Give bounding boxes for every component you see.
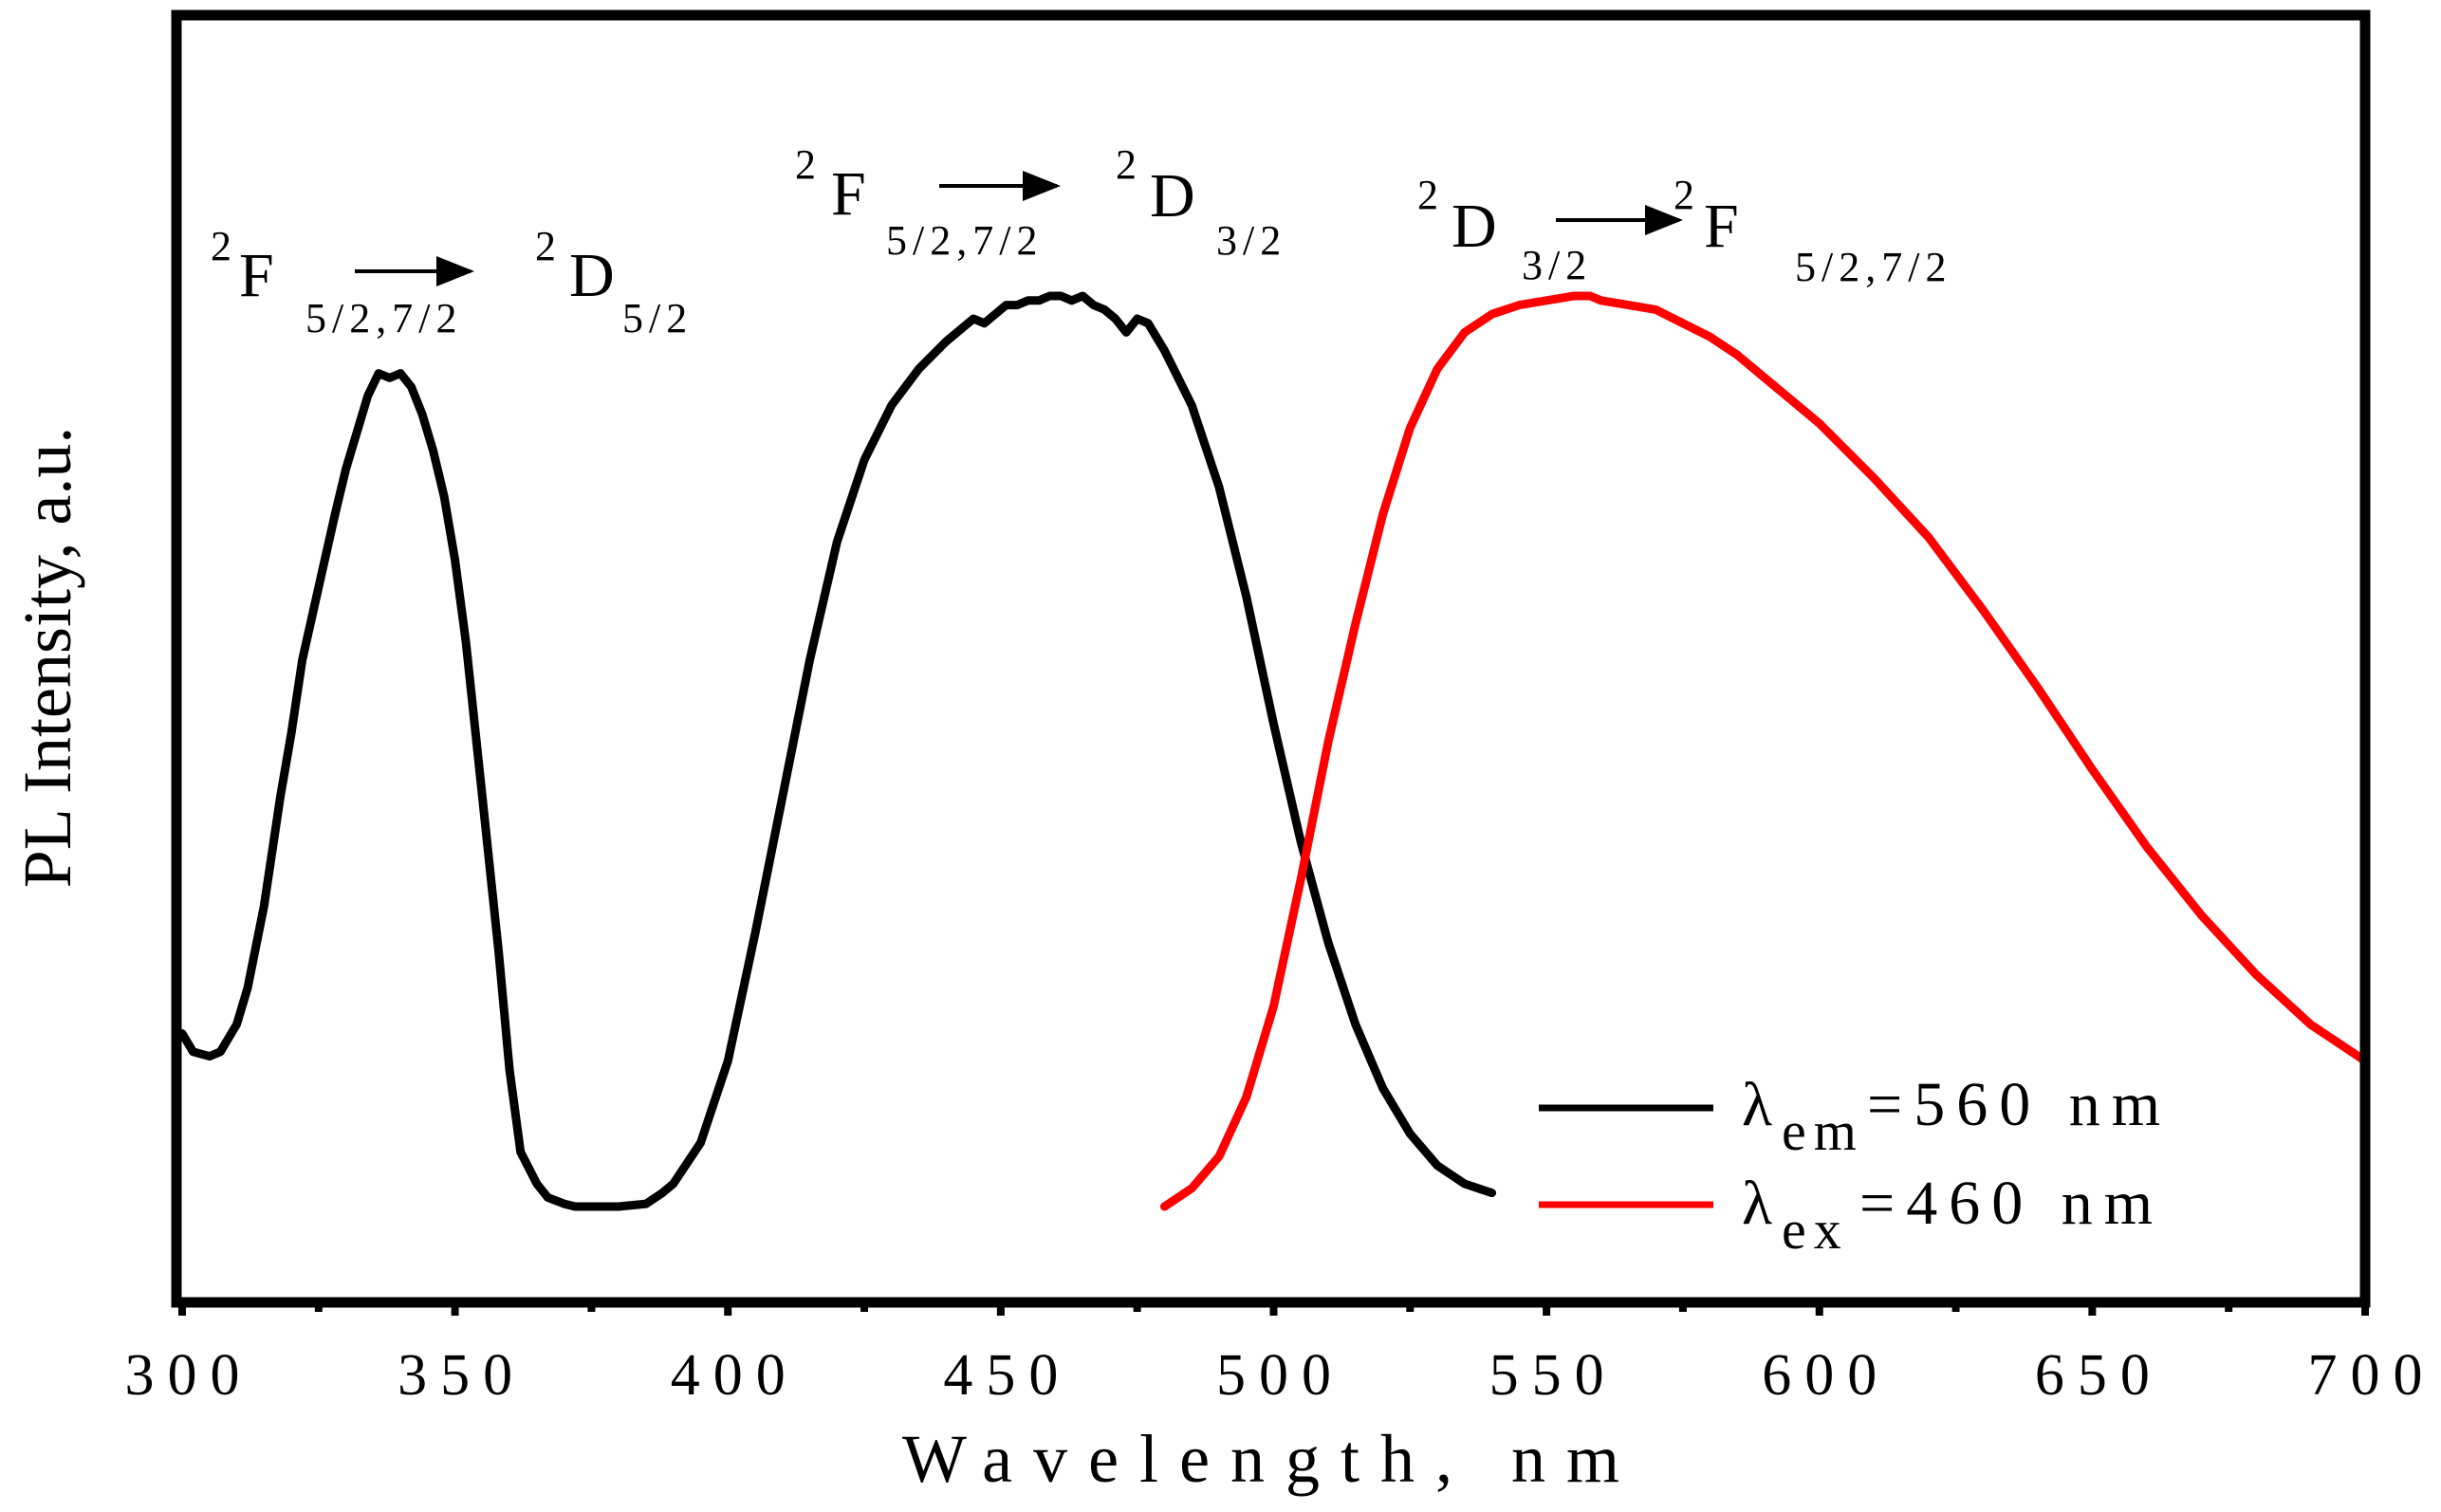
x-tick-label-650: 650 — [2035, 1343, 2163, 1408]
legend-sub-emission: ex — [1782, 1199, 1849, 1261]
annotation-3-sup2: 2 — [1674, 172, 1694, 218]
legend-symbol-emission: λ — [1742, 1169, 1784, 1238]
annotation-3-sup1: 2 — [1417, 172, 1438, 218]
legend-symbol-excitation: λ — [1742, 1070, 1784, 1139]
annotation-f-to-d32: 2 F 5/2,7/2 2 D 3/2 — [795, 141, 1286, 264]
excitation-line — [177, 291, 1497, 1211]
annotation-f-to-d52: 2 F 5/2,7/2 2 D 5/2 — [211, 223, 693, 341]
legend: λ em =560 nm λ ex =460 nm — [1539, 1070, 2172, 1261]
annotation-d-to-f: 2 D 3/2 2 F 5/2,7/2 — [1417, 172, 1951, 290]
annotation-3-sub1: 3/2 — [1522, 242, 1592, 288]
x-tick-label-350: 350 — [398, 1343, 526, 1408]
annotation-1-sub2: 5/2 — [622, 295, 693, 341]
x-axis-ticks — [178, 1302, 2369, 1316]
x-tick-label-450: 450 — [943, 1343, 1071, 1408]
x-tick-label-400: 400 — [671, 1343, 799, 1408]
annotation-2-base1: F — [831, 159, 866, 229]
x-axis-tick-labels: 300 350 400 450 500 550 600 650 700 — [125, 1343, 2436, 1408]
annotation-2-sub2: 3/2 — [1216, 217, 1286, 264]
annotation-2-sup2: 2 — [1116, 141, 1137, 188]
annotation-3-sub2: 5/2,7/2 — [1795, 244, 1951, 290]
x-tick-label-550: 550 — [1489, 1343, 1618, 1408]
annotation-3-base2: F — [1704, 192, 1739, 261]
annotation-1-sup2: 2 — [535, 223, 556, 269]
emission-line — [1160, 291, 2370, 1211]
x-axis-title: Wavelength, nm — [902, 1421, 1640, 1497]
plot-area — [177, 291, 2370, 1211]
annotation-1-sup1: 2 — [211, 223, 231, 269]
x-tick-label-600: 600 — [1762, 1343, 1890, 1408]
y-axis-title: PL Intensity, a.u. — [9, 427, 85, 889]
annotation-1-base1: F — [239, 241, 274, 310]
legend-sub-excitation: em — [1782, 1100, 1864, 1162]
x-tick-label-300: 300 — [125, 1343, 253, 1408]
annotation-2-base2: D — [1150, 161, 1195, 230]
annotation-2-sup1: 2 — [795, 141, 816, 188]
legend-label-emission: =460 nm — [1859, 1169, 2164, 1238]
annotation-3-base1: D — [1452, 192, 1497, 261]
x-tick-label-700: 700 — [2308, 1343, 2436, 1408]
annotation-1-base2: D — [569, 241, 615, 310]
legend-label-excitation: =560 nm — [1867, 1070, 2172, 1139]
annotation-1-sub1: 5/2,7/2 — [305, 295, 462, 341]
annotation-2-sub1: 5/2,7/2 — [886, 217, 1043, 264]
x-tick-label-500: 500 — [1216, 1343, 1344, 1408]
